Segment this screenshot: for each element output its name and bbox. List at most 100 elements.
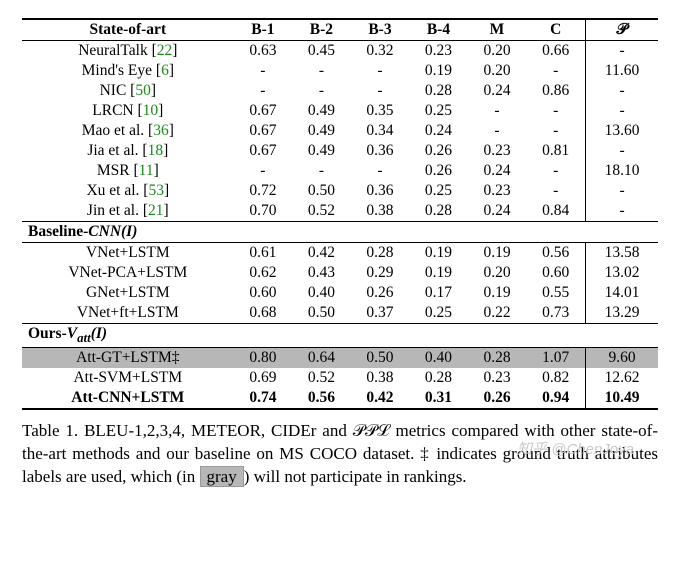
value-cell: -: [586, 141, 658, 161]
table-row: VNet-PCA+LSTM0.620.430.290.190.200.6013.…: [22, 263, 658, 283]
value-cell: 0.19: [409, 243, 468, 264]
value-cell: 0.24: [468, 201, 527, 222]
value-cell: 0.80: [234, 348, 293, 369]
value-cell: 0.36: [351, 181, 410, 201]
value-cell: 0.26: [409, 141, 468, 161]
value-cell: -: [586, 41, 658, 62]
value-cell: 0.62: [234, 263, 293, 283]
value-cell: 11.60: [586, 61, 658, 81]
value-cell: 0.86: [526, 81, 585, 101]
value-cell: 0.50: [292, 303, 351, 324]
table-row: NIC [50]---0.280.240.86-: [22, 81, 658, 101]
value-cell: 0.74: [234, 388, 293, 409]
value-cell: 0.23: [468, 141, 527, 161]
value-cell: 0.73: [526, 303, 585, 324]
value-cell: 9.60: [586, 348, 658, 369]
value-cell: 18.10: [586, 161, 658, 181]
value-cell: -: [351, 161, 410, 181]
caption-graybox: gray: [200, 466, 244, 487]
value-cell: 0.66: [526, 41, 585, 62]
value-cell: 0.61: [234, 243, 293, 264]
header-P: 𝒫: [586, 19, 658, 41]
value-cell: 0.23: [409, 41, 468, 62]
value-cell: -: [526, 161, 585, 181]
value-cell: 0.19: [468, 283, 527, 303]
value-cell: 0.52: [292, 368, 351, 388]
method-cell: Mao et al. [36]: [22, 121, 234, 141]
table-row: Mao et al. [36]0.670.490.340.24--13.60: [22, 121, 658, 141]
value-cell: -: [468, 101, 527, 121]
value-cell: 0.23: [468, 181, 527, 201]
value-cell: 0.42: [351, 388, 410, 409]
table-row: VNet+ft+LSTM0.680.500.370.250.220.7313.2…: [22, 303, 658, 324]
value-cell: 0.40: [409, 348, 468, 369]
header-B-3: B-3: [351, 19, 410, 41]
value-cell: -: [586, 81, 658, 101]
header-B-2: B-2: [292, 19, 351, 41]
value-cell: 0.63: [234, 41, 293, 62]
value-cell: 0.50: [292, 181, 351, 201]
caption-text-3: ) will not participate in rankings.: [244, 467, 467, 486]
method-cell: Jia et al. [18]: [22, 141, 234, 161]
table-row: NeuralTalk [22]0.630.450.320.230.200.66-: [22, 41, 658, 62]
method-cell: NeuralTalk [22]: [22, 41, 234, 62]
method-cell: NIC [50]: [22, 81, 234, 101]
value-cell: -: [234, 161, 293, 181]
value-cell: -: [586, 201, 658, 222]
value-cell: 0.43: [292, 263, 351, 283]
value-cell: 0.49: [292, 101, 351, 121]
results-table: State-of-artB-1B-2B-3B-4MC𝒫NeuralTalk [2…: [22, 18, 658, 410]
value-cell: -: [586, 181, 658, 201]
value-cell: 14.01: [586, 283, 658, 303]
table-row: Att-SVM+LSTM0.690.520.380.280.230.8212.6…: [22, 368, 658, 388]
value-cell: 0.70: [234, 201, 293, 222]
value-cell: 0.68: [234, 303, 293, 324]
value-cell: 0.45: [292, 41, 351, 62]
table-row: Xu et al. [53]0.720.500.360.250.23--: [22, 181, 658, 201]
value-cell: 0.35: [351, 101, 410, 121]
table-row: Att-CNN+LSTM0.740.560.420.310.260.9410.4…: [22, 388, 658, 409]
method-cell: MSR [11]: [22, 161, 234, 181]
value-cell: 0.22: [468, 303, 527, 324]
table-row: MSR [11]---0.260.24-18.10: [22, 161, 658, 181]
method-cell: Att-SVM+LSTM: [22, 368, 234, 388]
value-cell: 0.25: [409, 181, 468, 201]
header-M: M: [468, 19, 527, 41]
method-cell: Att-CNN+LSTM: [22, 388, 234, 409]
value-cell: 0.20: [468, 263, 527, 283]
value-cell: -: [586, 101, 658, 121]
method-cell: VNet+LSTM: [22, 243, 234, 264]
value-cell: 0.24: [468, 161, 527, 181]
caption-text-1: Table 1. BLEU-1,2,3,4, METEOR, CIDEr and: [22, 421, 353, 440]
value-cell: 0.26: [409, 161, 468, 181]
value-cell: -: [292, 161, 351, 181]
value-cell: -: [351, 81, 410, 101]
table-row: GNet+LSTM0.600.400.260.170.190.5514.01: [22, 283, 658, 303]
table-caption: Table 1. BLEU-1,2,3,4, METEOR, CIDEr and…: [22, 420, 658, 489]
value-cell: 0.31: [409, 388, 468, 409]
value-cell: 0.52: [292, 201, 351, 222]
header-B-4: B-4: [409, 19, 468, 41]
value-cell: 0.32: [351, 41, 410, 62]
value-cell: 0.28: [409, 201, 468, 222]
method-cell: Jin et al. [21]: [22, 201, 234, 222]
value-cell: 0.29: [351, 263, 410, 283]
value-cell: 0.17: [409, 283, 468, 303]
value-cell: 0.36: [351, 141, 410, 161]
value-cell: 10.49: [586, 388, 658, 409]
method-cell: LRCN [10]: [22, 101, 234, 121]
method-cell: VNet-PCA+LSTM: [22, 263, 234, 283]
value-cell: -: [526, 101, 585, 121]
value-cell: 0.50: [351, 348, 410, 369]
method-cell: Xu et al. [53]: [22, 181, 234, 201]
section-label: Baseline-CNN(I): [22, 222, 658, 243]
value-cell: 0.56: [292, 388, 351, 409]
value-cell: 0.19: [409, 263, 468, 283]
value-cell: 0.34: [351, 121, 410, 141]
table-row: Att-GT+LSTM‡0.800.640.500.400.281.079.60: [22, 348, 658, 369]
value-cell: 0.60: [526, 263, 585, 283]
value-cell: 0.24: [409, 121, 468, 141]
value-cell: 0.28: [409, 368, 468, 388]
value-cell: 0.49: [292, 121, 351, 141]
method-cell: Att-GT+LSTM‡: [22, 348, 234, 369]
